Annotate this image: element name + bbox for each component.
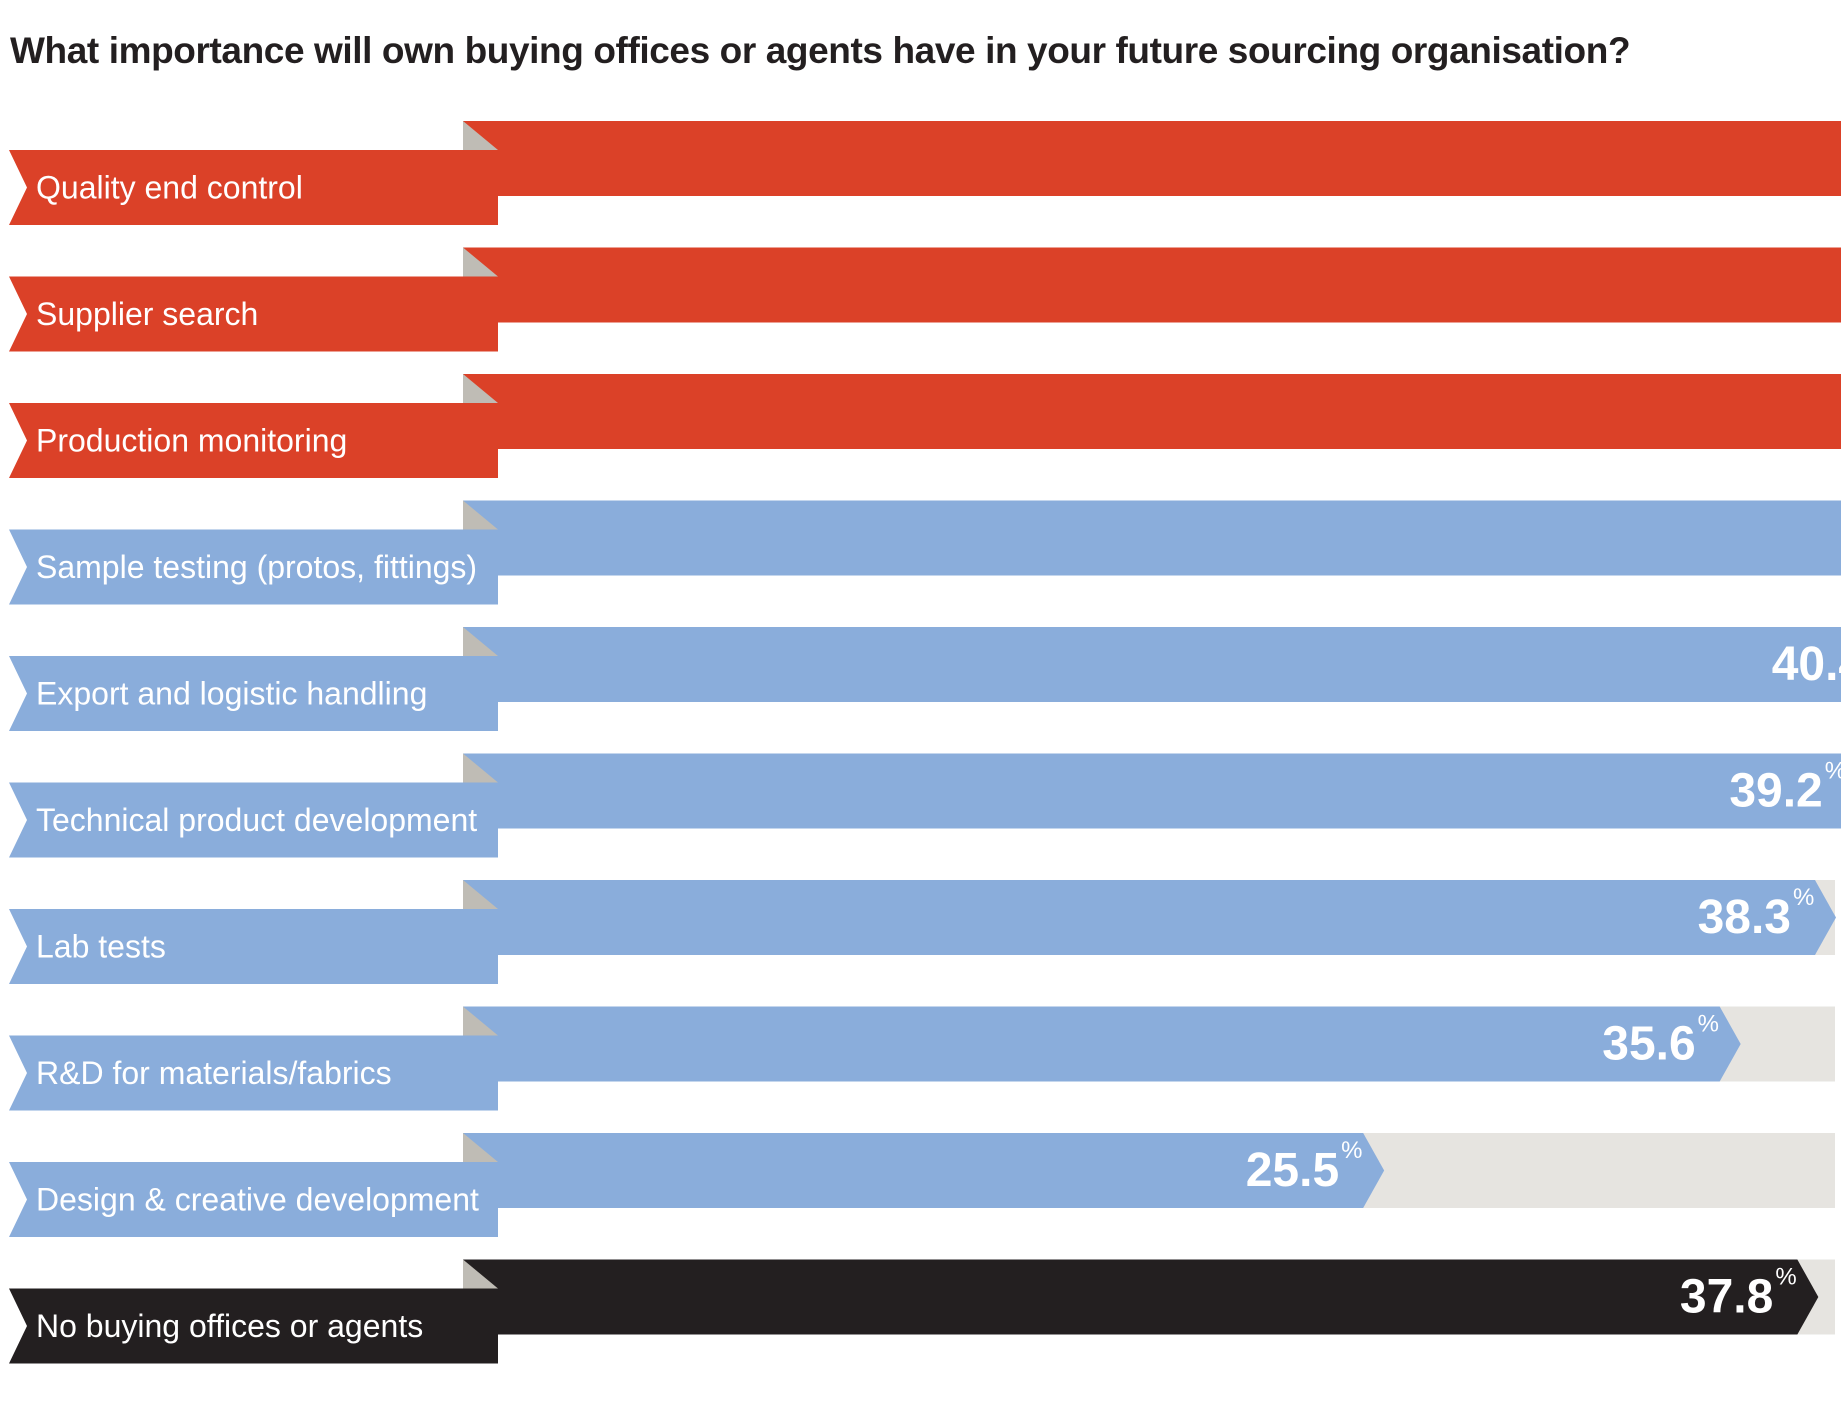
category-label: Production monitoring — [36, 423, 347, 459]
bar-fold — [463, 1259, 498, 1289]
category-band — [9, 1035, 498, 1111]
category-label: Design & creative development — [36, 1182, 479, 1218]
value-label: 35.6 — [1602, 1018, 1695, 1071]
bar — [463, 753, 1841, 829]
bar-fold — [463, 500, 498, 530]
category-label: Export and logistic handling — [36, 676, 427, 712]
category-band — [9, 909, 498, 984]
category-label: R&D for materials/fabrics — [36, 1055, 392, 1091]
value-unit: % — [1793, 884, 1814, 911]
category-band — [9, 276, 498, 352]
bar — [463, 121, 1841, 196]
category-label: Quality end control — [36, 170, 303, 206]
value-label: 37.8 — [1680, 1271, 1773, 1324]
category-band — [9, 529, 498, 605]
bar — [463, 247, 1841, 323]
value-unit: % — [1698, 1011, 1719, 1038]
bar-fold — [463, 1006, 498, 1036]
value-label: 38.3 — [1698, 891, 1791, 944]
category-label: Sample testing (protos, fittings) — [36, 549, 477, 585]
bar — [463, 1006, 1741, 1082]
bar — [463, 374, 1841, 449]
category-band — [9, 1162, 498, 1237]
value-unit: % — [1825, 758, 1841, 785]
bar — [463, 880, 1836, 955]
category-label: Technical product development — [36, 802, 477, 838]
bar — [463, 1133, 1385, 1208]
bar-fold — [463, 247, 498, 277]
category-band — [9, 150, 498, 225]
value-unit: % — [1341, 1137, 1362, 1164]
category-label: No buying offices or agents — [36, 1308, 423, 1344]
category-label: Lab tests — [36, 929, 166, 965]
bar-fold — [463, 627, 498, 656]
value-label: 25.5 — [1246, 1144, 1339, 1197]
bar — [463, 1259, 1819, 1335]
category-band — [9, 656, 498, 731]
value-unit: % — [1775, 1264, 1796, 1291]
value-label: 40.4 — [1772, 638, 1841, 691]
category-band — [9, 403, 498, 478]
bar-fold — [463, 880, 498, 909]
bar-fold — [463, 753, 498, 783]
chart-title: What importance will own buying offices … — [10, 30, 1631, 71]
category-band — [9, 782, 498, 858]
category-band — [9, 1288, 498, 1364]
bar-fold — [463, 374, 498, 403]
value-label: 39.2 — [1729, 765, 1822, 818]
bar — [463, 500, 1841, 576]
bar — [463, 627, 1841, 702]
bar-fold — [463, 121, 498, 150]
bar-fold — [463, 1133, 498, 1162]
category-label: Supplier search — [36, 296, 258, 332]
